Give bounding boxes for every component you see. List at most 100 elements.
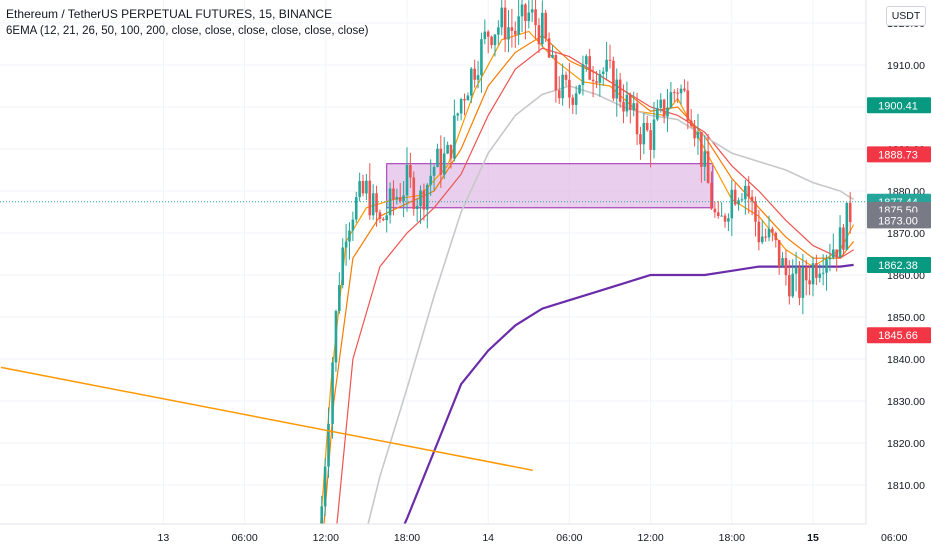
candle[interactable] bbox=[788, 275, 791, 297]
candle[interactable] bbox=[777, 240, 781, 267]
candle[interactable] bbox=[754, 201, 757, 222]
candle[interactable] bbox=[534, 9, 537, 26]
candle[interactable] bbox=[358, 181, 361, 198]
candle[interactable] bbox=[568, 79, 571, 98]
candle[interactable] bbox=[642, 123, 646, 145]
candle[interactable] bbox=[591, 79, 595, 82]
supply-zone[interactable] bbox=[386, 163, 714, 209]
candle[interactable] bbox=[639, 134, 642, 145]
candle[interactable] bbox=[524, 4, 527, 22]
price-label[interactable]: 1900.41 bbox=[867, 97, 931, 114]
candle[interactable] bbox=[320, 506, 324, 532]
candle[interactable] bbox=[828, 257, 832, 260]
candle[interactable] bbox=[811, 263, 815, 285]
candle[interactable] bbox=[375, 193, 378, 213]
candle[interactable] bbox=[706, 151, 710, 184]
candle[interactable] bbox=[618, 79, 622, 102]
candle[interactable] bbox=[666, 107, 669, 117]
candle[interactable] bbox=[821, 272, 825, 274]
candle[interactable] bbox=[456, 113, 460, 116]
candle[interactable] bbox=[683, 88, 686, 91]
candle[interactable] bbox=[323, 466, 327, 507]
candle[interactable] bbox=[459, 99, 463, 114]
candle[interactable] bbox=[371, 193, 375, 216]
candle[interactable] bbox=[473, 68, 476, 80]
candle[interactable] bbox=[442, 153, 446, 175]
candle[interactable] bbox=[513, 30, 517, 35]
candle[interactable] bbox=[700, 132, 703, 167]
candle[interactable] bbox=[466, 95, 470, 101]
candle[interactable] bbox=[750, 196, 754, 202]
price-axis[interactable]: 1920.001910.001900.001890.001880.001870.… bbox=[865, 0, 932, 524]
ema-line-ema100[interactable] bbox=[357, 85, 855, 550]
candle[interactable] bbox=[507, 27, 510, 40]
candle[interactable] bbox=[500, 7, 504, 28]
candle[interactable] bbox=[835, 249, 838, 258]
candle[interactable] bbox=[744, 185, 747, 200]
candle[interactable] bbox=[764, 236, 767, 238]
candle[interactable] bbox=[547, 38, 551, 58]
candle[interactable] bbox=[645, 123, 649, 131]
candle[interactable] bbox=[808, 280, 811, 285]
candle[interactable] bbox=[845, 202, 849, 250]
candle[interactable] bbox=[503, 7, 507, 40]
candle[interactable] bbox=[446, 144, 449, 154]
candle[interactable] bbox=[716, 212, 720, 217]
candle[interactable] bbox=[574, 93, 578, 105]
candle[interactable] bbox=[402, 195, 405, 201]
candle[interactable] bbox=[713, 208, 717, 213]
candle[interactable] bbox=[476, 75, 480, 80]
candle[interactable] bbox=[676, 92, 679, 94]
candle[interactable] bbox=[486, 31, 490, 37]
trendline[interactable] bbox=[0, 366, 534, 472]
candle[interactable] bbox=[327, 423, 330, 467]
candle[interactable] bbox=[605, 59, 608, 72]
candle[interactable] bbox=[781, 258, 784, 267]
candle[interactable] bbox=[652, 119, 656, 150]
candle[interactable] bbox=[608, 59, 612, 61]
candle[interactable] bbox=[686, 90, 690, 121]
candle[interactable] bbox=[794, 266, 798, 274]
candle[interactable] bbox=[578, 85, 581, 94]
candle[interactable] bbox=[771, 228, 774, 233]
candle[interactable] bbox=[632, 103, 635, 111]
time-axis[interactable]: 13 06:00 12:00 18:00 14 06:00 12:00 18:00 15 06:0… bbox=[0, 523, 932, 550]
candle[interactable] bbox=[483, 31, 487, 40]
candle[interactable] bbox=[767, 228, 771, 238]
price-label[interactable]: 1888.73 bbox=[867, 146, 931, 163]
candle[interactable] bbox=[774, 232, 778, 241]
candle[interactable] bbox=[530, 9, 534, 13]
candle[interactable] bbox=[635, 103, 639, 135]
candle[interactable] bbox=[361, 181, 365, 194]
candle[interactable] bbox=[354, 197, 358, 220]
candle[interactable] bbox=[432, 166, 436, 176]
candle[interactable] bbox=[392, 188, 395, 200]
candle[interactable] bbox=[365, 180, 368, 194]
candle[interactable] bbox=[656, 107, 659, 120]
candle[interactable] bbox=[422, 190, 426, 210]
candle[interactable] bbox=[622, 101, 625, 112]
candle[interactable] bbox=[564, 74, 568, 80]
candle[interactable] bbox=[733, 189, 737, 205]
candle[interactable] bbox=[662, 99, 666, 117]
candle[interactable] bbox=[480, 39, 483, 76]
candle[interactable] bbox=[679, 88, 683, 94]
candle[interactable] bbox=[693, 125, 696, 139]
candle[interactable] bbox=[757, 221, 761, 243]
candle[interactable] bbox=[737, 200, 740, 205]
candle[interactable] bbox=[585, 56, 588, 65]
candle[interactable] bbox=[588, 56, 591, 80]
candle[interactable] bbox=[595, 81, 598, 83]
candle[interactable] bbox=[429, 175, 432, 185]
candle[interactable] bbox=[689, 120, 693, 126]
candle[interactable] bbox=[747, 185, 751, 197]
candle[interactable] bbox=[469, 68, 473, 96]
candle[interactable] bbox=[625, 94, 629, 112]
candle[interactable] bbox=[703, 151, 707, 167]
candles[interactable] bbox=[320, 0, 852, 534]
candle[interactable] bbox=[331, 362, 334, 424]
indicator-legend[interactable]: 6EMA (12, 21, 26, 50, 100, 200, close, c… bbox=[6, 25, 369, 37]
candle[interactable] bbox=[730, 189, 734, 219]
